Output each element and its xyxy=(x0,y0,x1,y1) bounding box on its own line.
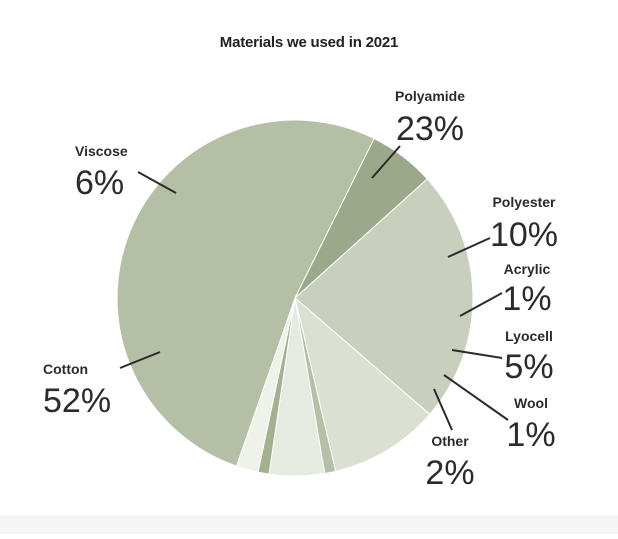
slice-label-lyocell: Lyocell xyxy=(505,328,553,344)
slice-label-other: Other xyxy=(431,433,469,449)
leader-line-acrylic xyxy=(459,292,503,317)
slice-value-acrylic: 1% xyxy=(502,280,551,318)
pie-slice-viscose xyxy=(294,137,428,299)
slice-label-polyester: Polyester xyxy=(492,194,556,210)
leader-line-viscose xyxy=(137,171,177,194)
slice-value-polyester: 10% xyxy=(490,216,558,254)
slice-label-wool: Wool xyxy=(514,395,548,411)
chart-title: Materials we used in 2021 xyxy=(219,34,399,51)
pie-slice-polyester xyxy=(294,296,431,472)
slice-value-cotton: 52% xyxy=(43,382,111,420)
slice-label-polyamide: Polyamide xyxy=(395,88,465,104)
slice-value-lyocell: 5% xyxy=(504,348,553,386)
slice-value-polyamide: 23% xyxy=(396,110,464,148)
leader-line-cotton xyxy=(119,351,161,369)
leader-line-lyocell xyxy=(451,349,503,359)
slice-value-viscose: 6% xyxy=(75,164,124,202)
footer-band xyxy=(0,515,618,534)
leader-line-other xyxy=(433,388,453,431)
slice-label-viscose: Viscose xyxy=(75,143,128,159)
leader-line-polyester xyxy=(447,237,491,258)
slice-value-other: 2% xyxy=(425,454,474,492)
pie-slice-polyamide xyxy=(294,178,474,416)
leader-line-polyamide xyxy=(371,145,401,179)
leader-line-wool xyxy=(443,374,509,421)
slice-label-acrylic: Acrylic xyxy=(504,261,551,277)
slice-value-wool: 1% xyxy=(506,416,555,454)
slice-label-cotton: Cotton xyxy=(43,361,88,377)
pie-slice-cotton xyxy=(116,119,375,467)
